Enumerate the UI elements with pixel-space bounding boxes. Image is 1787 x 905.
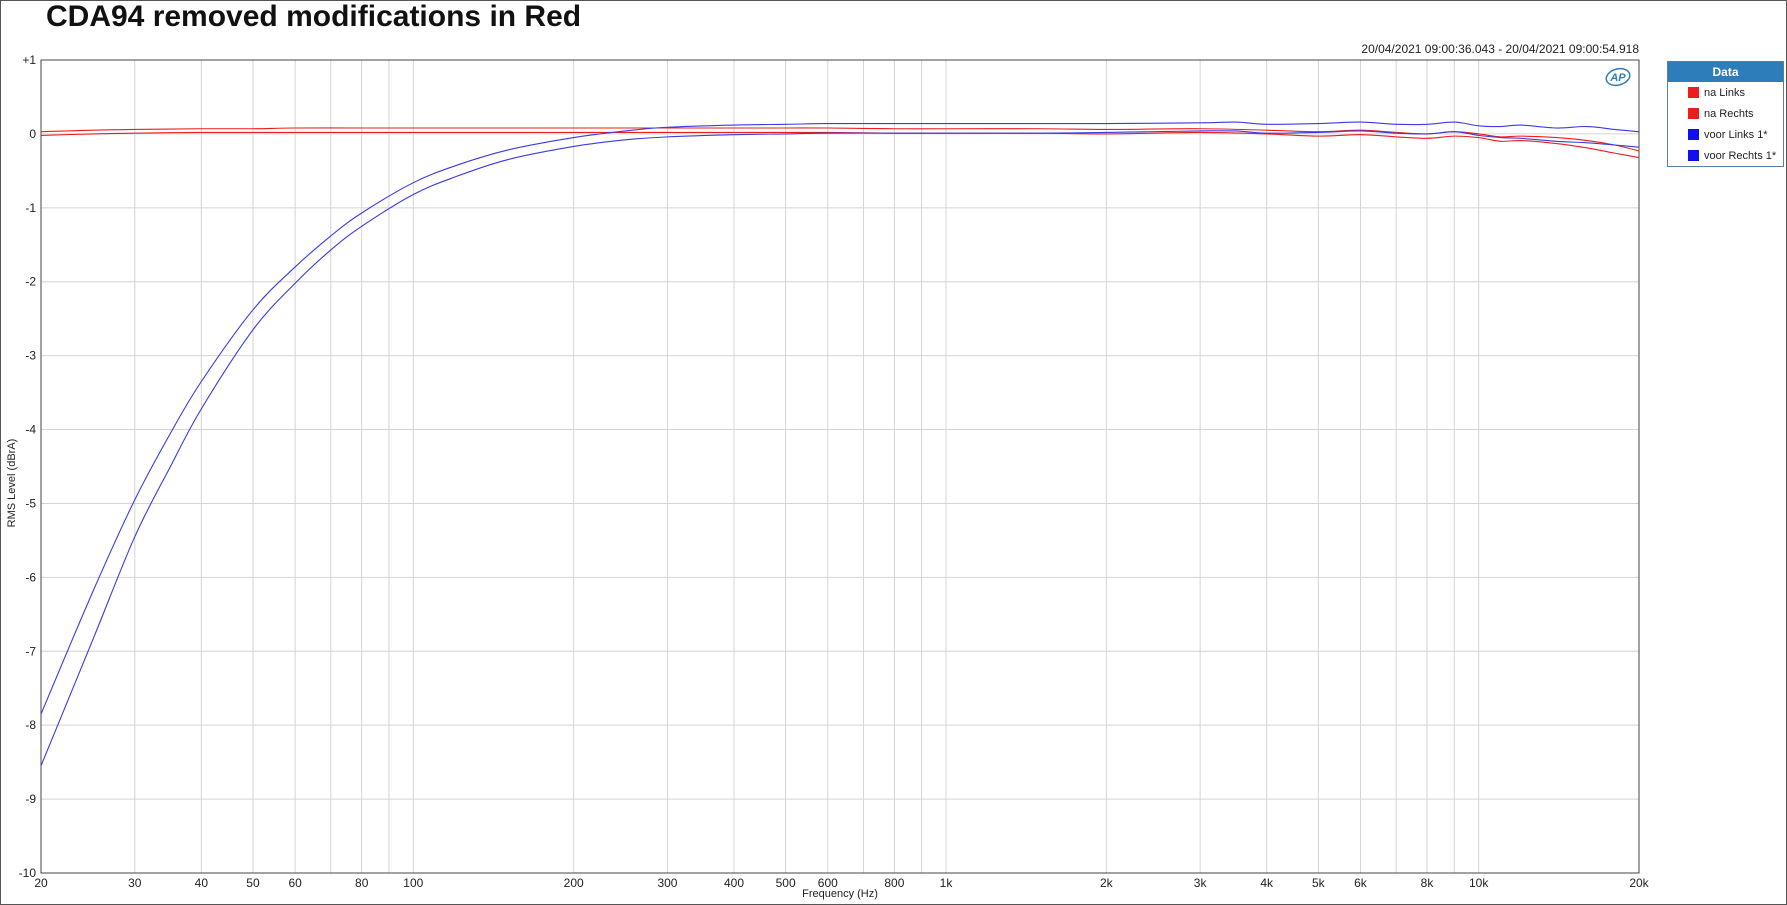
x-tick-label: 4k: [1260, 876, 1274, 890]
legend-swatch: [1688, 87, 1699, 98]
x-tick-label: 20k: [1629, 876, 1649, 890]
x-tick-label: 200: [564, 876, 584, 890]
y-tick-label: -5: [25, 496, 36, 510]
y-tick-label: -9: [25, 792, 36, 806]
legend-swatch: [1688, 129, 1699, 140]
x-tick-label: 600: [818, 876, 838, 890]
y-tick-labels: +1 0 -1 -2 -3 -4 -5 -6 -7 -8 -9 -10: [19, 53, 37, 880]
series-line-2: [40, 131, 1640, 159]
y-tick-label: -8: [25, 718, 36, 732]
series-line-3: [40, 121, 1640, 715]
y-tick-label: 0: [29, 127, 36, 141]
legend-swatch: [1688, 108, 1699, 119]
x-axis-label: Frequency (Hz): [802, 888, 878, 900]
chart-title: CDA94 removed modifications in Red: [46, 0, 582, 33]
y-tick-label: -4: [25, 423, 36, 437]
x-tick-label: 20: [34, 876, 48, 890]
series-line-4: [40, 130, 1640, 767]
series-layer: [40, 121, 1640, 767]
x-tick-label: 400: [724, 876, 744, 890]
legend-label: na Links: [1704, 86, 1745, 99]
legend: Data na Links na Rechts voor Links 1* vo…: [1667, 61, 1784, 167]
y-tick-label: -10: [19, 866, 37, 880]
legend-item[interactable]: na Links: [1668, 82, 1783, 103]
y-axis-label: RMS Level (dBrA): [6, 438, 18, 528]
legend-swatch: [1688, 150, 1699, 161]
x-tick-label: 8k: [1421, 876, 1435, 890]
ap-logo-icon: AP: [1605, 67, 1631, 87]
x-tick-label: 500: [776, 876, 796, 890]
x-tick-label: 30: [128, 876, 142, 890]
x-tick-label: 80: [355, 876, 369, 890]
x-tick-label: 2k: [1100, 876, 1114, 890]
plot-border: [40, 59, 1640, 874]
legend-label: na Rechts: [1704, 107, 1754, 120]
ap-logo-text: AP: [1609, 72, 1626, 84]
series-line-1: [40, 127, 1640, 152]
x-tick-label: 60: [288, 876, 302, 890]
y-tick-label: +1: [22, 53, 36, 67]
x-tick-label: 300: [657, 876, 677, 890]
timestamp-range: 20/04/2021 09:00:36.043 - 20/04/2021 09:…: [1361, 42, 1639, 56]
x-tick-label: 50: [246, 876, 260, 890]
x-tick-label: 800: [884, 876, 904, 890]
legend-label: voor Links 1*: [1704, 128, 1768, 141]
x-tick-labels: 20 30 40 50 60 80 100 200 300 400 500 600 800 1k 2k 3k 4…: [34, 876, 1649, 890]
x-tick-label: 10k: [1469, 876, 1489, 890]
y-tick-label: -1: [25, 201, 36, 215]
x-tick-label: 40: [195, 876, 209, 890]
grid-lines: [40, 59, 1640, 874]
legend-item[interactable]: na Rechts: [1668, 103, 1783, 124]
y-tick-label: -2: [25, 275, 36, 289]
y-tick-label: -7: [25, 644, 36, 658]
x-tick-label: 100: [403, 876, 423, 890]
x-tick-label: 6k: [1354, 876, 1368, 890]
legend-item[interactable]: voor Links 1*: [1668, 124, 1783, 145]
x-tick-label: 5k: [1312, 876, 1326, 890]
legend-title: Data: [1668, 62, 1783, 82]
x-tick-label: 3k: [1194, 876, 1208, 890]
y-tick-label: -3: [25, 349, 36, 363]
legend-item[interactable]: voor Rechts 1*: [1668, 145, 1783, 166]
y-tick-label: -6: [25, 570, 36, 584]
legend-label: voor Rechts 1*: [1704, 149, 1777, 162]
x-tick-label: 1k: [940, 876, 954, 890]
